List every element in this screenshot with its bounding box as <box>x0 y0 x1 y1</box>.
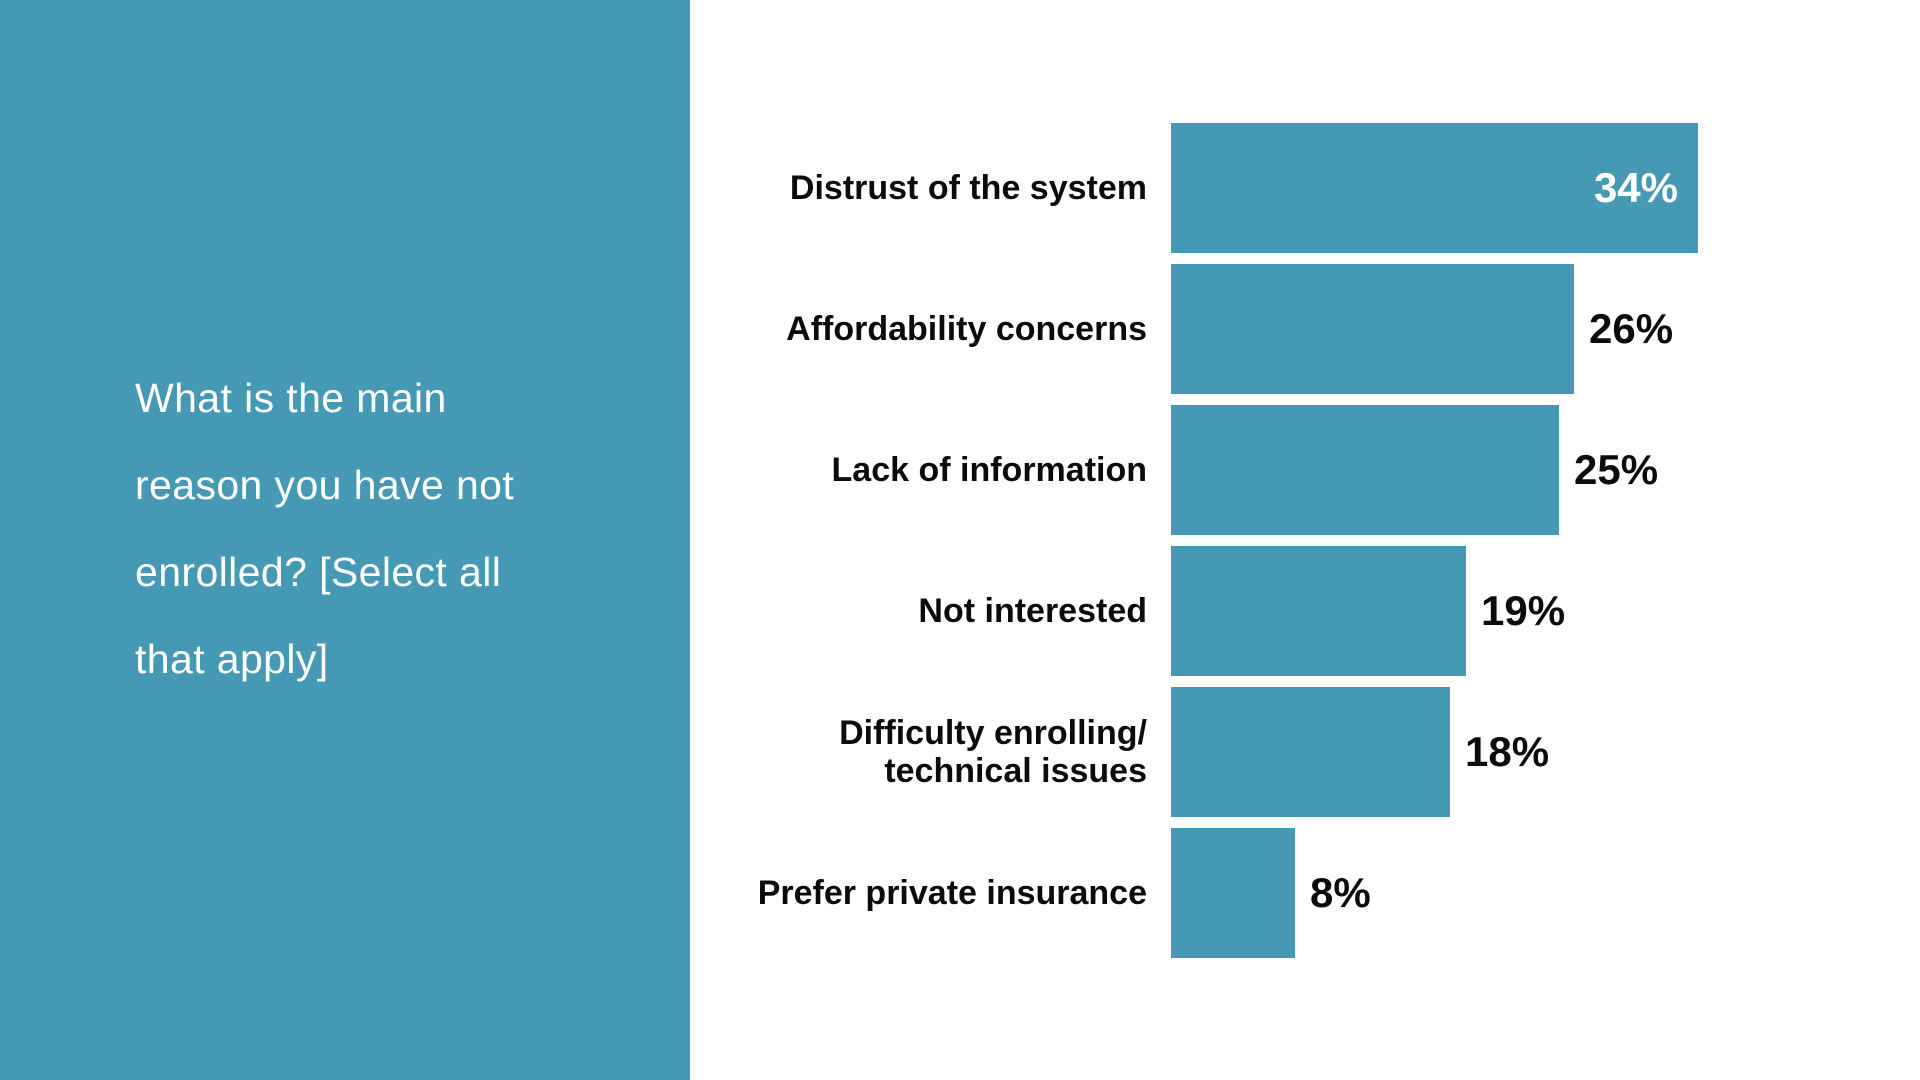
bar-track: 25% <box>1171 405 1920 535</box>
bar-track: 18% <box>1171 687 1920 817</box>
bar-category-label: Difficulty enrolling/ technical issues <box>839 713 1147 790</box>
bar-track: 26% <box>1171 264 1920 394</box>
question-line: that apply] <box>135 636 329 682</box>
bar-track: 34% <box>1171 123 1920 253</box>
bar-category-label: Distrust of the system <box>789 168 1147 207</box>
bar-value-label: 18% <box>1465 728 1550 775</box>
chart-rows: Distrust of the system 34% Affordability c… <box>690 0 1920 958</box>
bar-track: 19% <box>1171 546 1920 676</box>
question-line: What is the main <box>135 375 447 421</box>
bar: 34% <box>1171 123 1698 253</box>
bar <box>1171 264 1574 394</box>
bar-category-label: Not interested <box>918 591 1147 630</box>
bar-category-label: Affordability concerns <box>786 309 1147 348</box>
question-text: What is the main reason you have not enrol… <box>135 355 635 703</box>
bar <box>1171 405 1559 535</box>
bar <box>1171 687 1450 817</box>
bar <box>1171 546 1466 676</box>
bar-row: Prefer private insurance 8% <box>690 828 1920 958</box>
bar-value-label: 34% <box>1593 164 1678 211</box>
bar-track: 8% <box>1171 828 1920 958</box>
bar-row: Not interested 19% <box>690 546 1920 676</box>
bar-row: Affordability concerns 26% <box>690 264 1920 394</box>
bar-category-label: Prefer private insurance <box>757 873 1147 912</box>
bar <box>1171 828 1295 958</box>
bar-value-label: 8% <box>1310 869 1371 916</box>
bar-chart: Distrust of the system 34% Affordability c… <box>690 0 1920 1080</box>
bar-row: Distrust of the system 34% <box>690 123 1920 253</box>
question-panel: What is the main reason you have not enrol… <box>0 0 690 1080</box>
bar-value-label: 26% <box>1589 305 1674 352</box>
bar-value-label: 19% <box>1481 587 1566 634</box>
bar-row: Difficulty enrolling/ technical issues 18… <box>690 687 1920 817</box>
bar-row: Lack of information 25% <box>690 405 1920 535</box>
bar-value-label: 25% <box>1574 446 1659 493</box>
bar-category-label: Lack of information <box>831 450 1147 489</box>
question-line: reason you have not <box>135 462 515 508</box>
question-line: enrolled? [Select all <box>135 549 502 595</box>
